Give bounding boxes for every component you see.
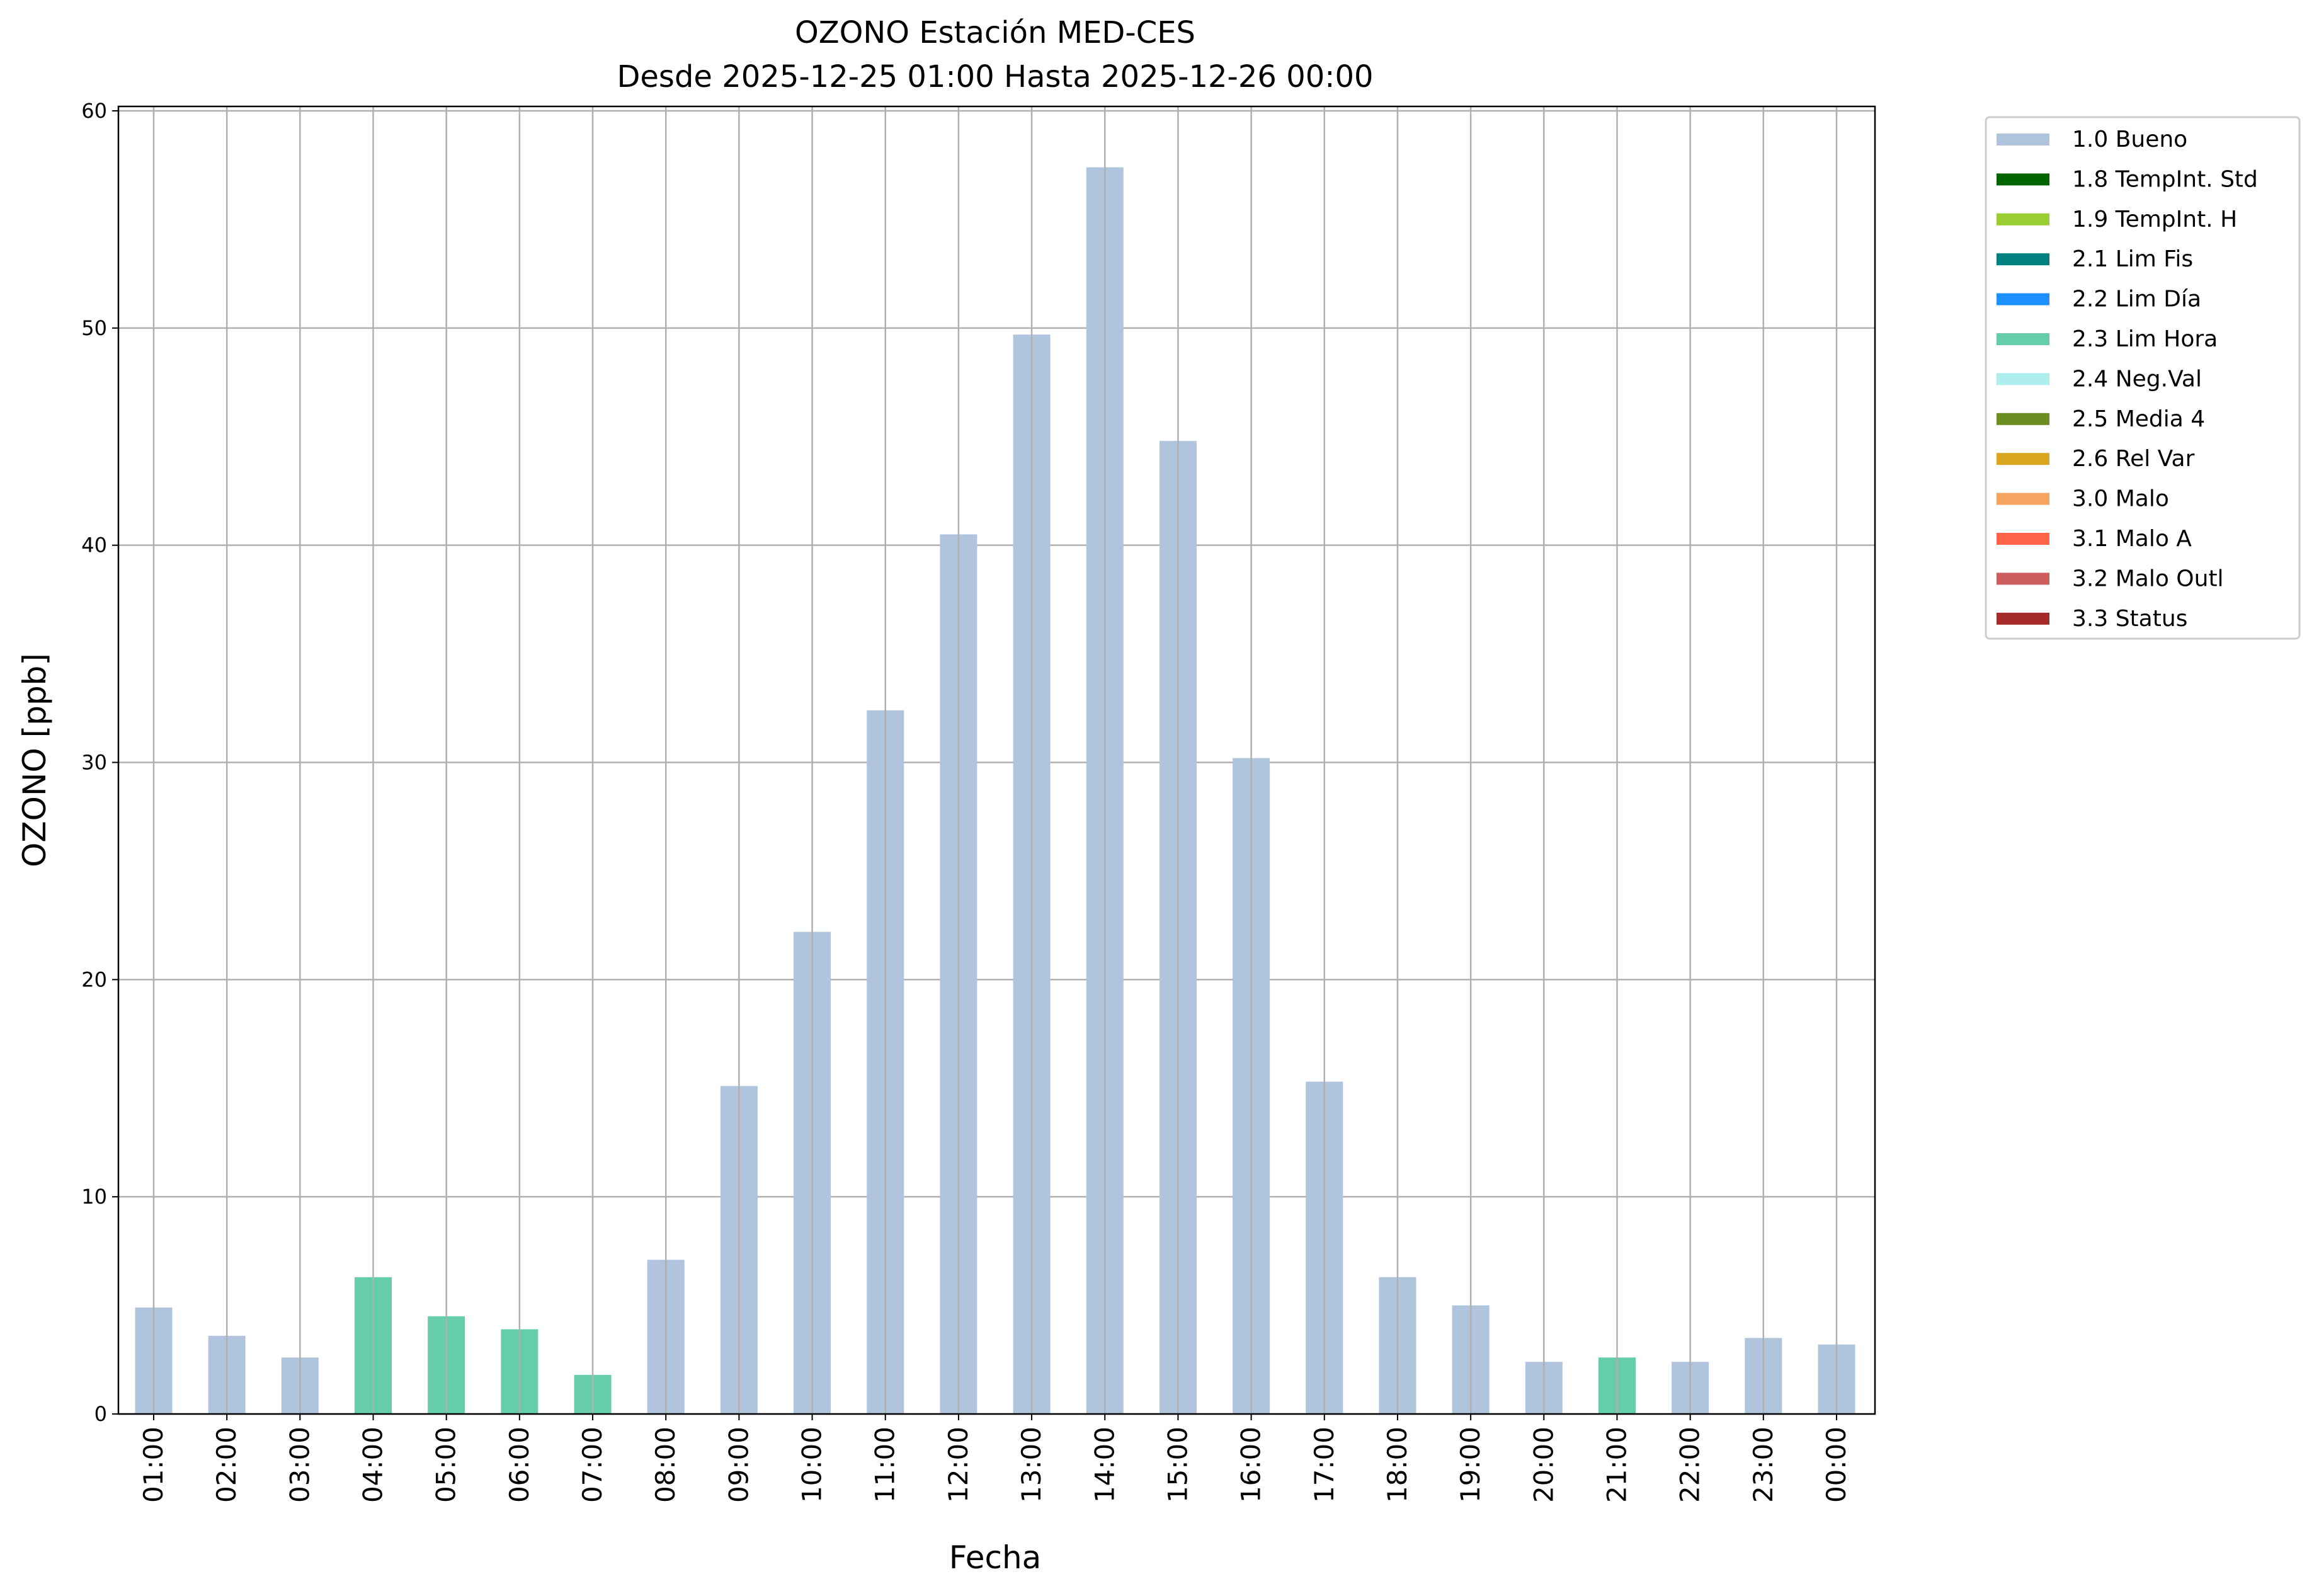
legend-entry: 3.0 Malo — [2072, 486, 2169, 512]
x-tick-label: 00:00 — [1821, 1427, 1852, 1503]
y-tick-label: 20 — [81, 967, 107, 991]
legend-swatch — [1997, 293, 2049, 305]
legend-swatch — [1997, 533, 2049, 545]
legend-entry: 1.9 TempInt. H — [2072, 207, 2237, 232]
x-tick-label: 11:00 — [870, 1427, 901, 1503]
x-tick-label: 14:00 — [1089, 1427, 1120, 1503]
x-axis-ticks: 01:00 02:00 03:00 04:00 05:00 06:00 07:00 08:00… — [138, 1414, 1852, 1503]
grid-lines — [118, 110, 1875, 1415]
x-tick-label: 03:00 — [284, 1427, 315, 1503]
x-tick-label: 22:00 — [1675, 1427, 1706, 1503]
legend-entry: 1.0 Bueno — [2072, 127, 2187, 152]
x-tick-label: 05:00 — [431, 1427, 462, 1503]
x-tick-label: 15:00 — [1162, 1427, 1193, 1503]
legend-swatch — [1997, 612, 2049, 625]
legend-swatch — [1997, 173, 2049, 186]
legend-swatch — [1997, 253, 2049, 266]
x-tick-label: 18:00 — [1382, 1427, 1413, 1503]
legend-swatch — [1997, 134, 2049, 145]
bars — [135, 167, 1855, 1414]
x-tick-label: 02:00 — [211, 1427, 242, 1503]
y-axis-label: OZONO [ppb] — [16, 653, 53, 867]
x-tick-label: 23:00 — [1748, 1427, 1779, 1503]
x-tick-label: 01:00 — [138, 1427, 169, 1503]
legend-swatch — [1997, 373, 2049, 385]
x-tick-label: 17:00 — [1309, 1427, 1340, 1503]
y-tick-label: 60 — [81, 99, 107, 123]
legend-entry: 2.2 Lim Día — [2072, 287, 2201, 312]
legend-swatch — [1997, 413, 2049, 425]
legend-swatch — [1997, 333, 2049, 345]
legend-entry: 2.6 Rel Var — [2072, 446, 2195, 472]
x-axis-label: Fecha — [949, 1539, 1042, 1576]
x-tick-label: 13:00 — [1016, 1427, 1047, 1503]
legend-entry: 1.8 TempInt. Std — [2072, 166, 2258, 192]
x-tick-label: 08:00 — [650, 1427, 681, 1503]
x-tick-label: 07:00 — [577, 1427, 608, 1503]
x-tick-label: 04:00 — [358, 1427, 389, 1503]
legend-entry: 2.5 Media 4 — [2072, 406, 2205, 432]
x-tick-label: 12:00 — [943, 1427, 974, 1503]
x-tick-label: 21:00 — [1601, 1427, 1632, 1503]
chart-title: OZONO Estación MED-CES — [795, 15, 1195, 50]
legend-swatch — [1997, 453, 2049, 465]
x-tick-label: 19:00 — [1455, 1427, 1486, 1503]
y-tick-label: 30 — [81, 751, 107, 775]
legend-entry: 2.3 Lim Hora — [2072, 326, 2218, 352]
legend-entry: 3.3 Status — [2072, 606, 2187, 632]
x-tick-label: 06:00 — [504, 1427, 535, 1503]
y-tick-label: 10 — [81, 1185, 107, 1209]
plot-frame — [117, 105, 1876, 1415]
legend: 1.0 Bueno 1.8 TempInt. Std 1.9 TempInt. H 2… — [1985, 116, 2301, 640]
legend-entry: 3.2 Malo Outl — [2072, 566, 2224, 591]
legend-entry: 2.1 Lim Fis — [2072, 246, 2193, 272]
y-tick-label: 50 — [81, 316, 107, 340]
x-tick-label: 16:00 — [1236, 1427, 1267, 1503]
legend-frame — [1985, 116, 2301, 640]
chart-subtitle: Desde 2025-12-25 01:00 Hasta 2025-12-26 … — [617, 59, 1373, 94]
x-tick-label: 10:00 — [797, 1427, 828, 1503]
legend-swatch — [1997, 573, 2049, 585]
legend-swatch — [1997, 213, 2049, 225]
vertical-grid-lines — [152, 106, 1838, 1414]
y-tick-label: 0 — [94, 1402, 107, 1426]
x-tick-label: 09:00 — [723, 1427, 754, 1503]
y-axis-ticks: 0 10 20 30 40 50 60 — [81, 99, 118, 1426]
legend-entry: 3.1 Malo A — [2072, 526, 2192, 552]
x-tick-label: 20:00 — [1528, 1427, 1559, 1503]
y-tick-label: 40 — [81, 533, 107, 557]
legend-swatch — [1997, 493, 2049, 505]
legend-entry: 2.4 Neg.Val — [2072, 366, 2202, 392]
